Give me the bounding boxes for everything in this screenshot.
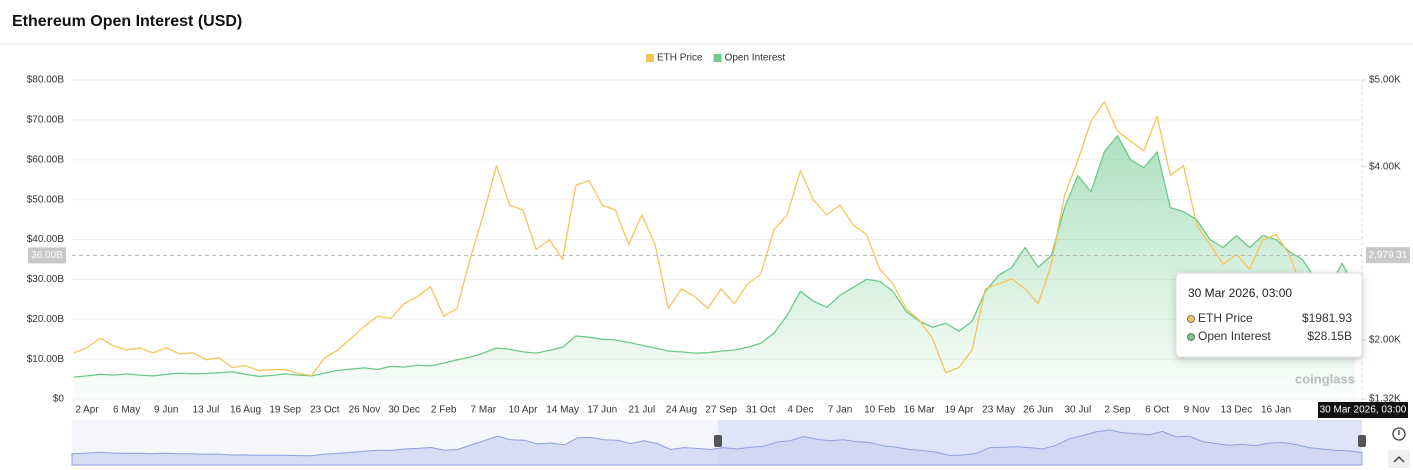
x-tick-label: 16 Jan	[1261, 405, 1291, 416]
x-tick-label: 9 Jun	[154, 405, 178, 416]
x-tick-label: 26 Nov	[349, 405, 381, 416]
crosshair-label-bg	[1366, 247, 1410, 264]
y-tick-label: $60.00B	[27, 154, 65, 165]
x-tick-label: 23 Oct	[310, 405, 340, 416]
y-tick-label: $40.00B	[27, 234, 65, 245]
x-tick-label: 13 Jul	[193, 405, 220, 416]
x-tick-label: 2 Apr	[75, 405, 99, 416]
x-tick-label: 2 Feb	[431, 405, 457, 416]
x-tick-label: 9 Nov	[1184, 405, 1210, 416]
x-tick-label: 4 Dec	[787, 405, 813, 416]
tooltip-item-value: $1981.93	[1302, 311, 1352, 325]
tooltip-marker	[1187, 315, 1195, 323]
y-tick-label: $70.00B	[27, 115, 65, 126]
y2-tick-label: $5.00K	[1369, 75, 1401, 86]
x-tick-label: 21 Jul	[629, 405, 656, 416]
y-tick-label: $10.00B	[27, 354, 65, 365]
y-tick-label: $80.00B	[27, 75, 65, 86]
x-tick-label: 7 Jan	[828, 405, 852, 416]
x-tick-label: 30 Dec	[388, 405, 420, 416]
x-tick-label: 24 Aug	[666, 405, 697, 416]
x-tick-label: 10 Apr	[509, 405, 539, 416]
y-tick-label: $50.00B	[27, 194, 65, 205]
tooltip-item-value: $28.15B	[1307, 329, 1352, 343]
x-tick-label: 19 Sep	[269, 405, 301, 416]
line	[73, 135, 1356, 378]
tooltip-item-name: Open Interest	[1198, 329, 1271, 343]
tooltip-marker	[1187, 333, 1195, 341]
crosshair-y-label: 36.00B	[31, 250, 63, 261]
y2-tick-label: $2.00K	[1369, 335, 1401, 346]
chart-title: Ethereum Open Interest (USD)	[12, 13, 242, 30]
x-tick-label: 31 Oct	[746, 405, 776, 416]
area	[73, 135, 1356, 400]
legend-swatch	[713, 54, 722, 62]
x-crosshair-label-bg	[1318, 402, 1408, 418]
x-tick-label: 14 May	[546, 405, 579, 416]
tooltip-item-name: ETH Price	[1198, 311, 1253, 325]
x-tick-label: 7 Mar	[471, 405, 497, 416]
x-tick-label: 19 Apr	[944, 405, 974, 416]
tooltip-title: 30 Mar 2026, 03:00	[1188, 286, 1292, 300]
y2-tick-label: $4.00K	[1369, 161, 1401, 172]
x-tick-label: 13 Dec	[1221, 405, 1253, 416]
navigator-area	[71, 429, 1363, 466]
tooltip-box	[1175, 272, 1363, 358]
crosshair-y2-label: 2,979.31	[1369, 250, 1408, 261]
y-tick-label: $30.00B	[27, 274, 65, 285]
chevron-icon	[1393, 455, 1405, 463]
x-tick-label: 2 Sep	[1104, 405, 1131, 416]
legend-swatch	[646, 54, 654, 62]
icons[interactable]	[1388, 427, 1410, 468]
x-tick-label: 17 Jun	[587, 405, 617, 416]
x-tick-label: 26 Jun	[1023, 405, 1053, 416]
tooltip: 30 Mar 2026, 03:00 ETH Price $1981.93 Open…	[1175, 272, 1363, 358]
collapse-button[interactable]	[1388, 450, 1410, 468]
plot-area: $0 $10.00B $20.00B $30.00B $40.00B $50.00B $60…	[27, 53, 1410, 416]
clock-icon[interactable]	[1392, 427, 1406, 441]
y-tick-label: $0	[53, 394, 65, 405]
x-tick-label: 27 Sep	[705, 405, 737, 416]
x-tick-label: 16 Mar	[904, 405, 936, 416]
x-tick-label: 6 May	[113, 405, 140, 416]
x-tick-label: 30 Jul	[1064, 405, 1091, 416]
x-crosshair-label: 30 Mar 2026, 03:00	[1320, 405, 1407, 416]
y-tick-label: $20.00B	[27, 314, 65, 325]
x-tick-label: 16 Aug	[230, 405, 261, 416]
x-tick-label: 23 May	[982, 405, 1015, 416]
legend-label: Open Interest	[725, 53, 786, 64]
navigator-handle[interactable]	[1358, 435, 1366, 447]
line	[73, 101, 1356, 377]
crosshair-label-bg	[28, 247, 66, 264]
x-tick-label: 6 Oct	[1145, 405, 1169, 416]
y2-tick-label: $1.32K	[1369, 394, 1401, 405]
navigator-handle[interactable]	[714, 435, 722, 447]
x-tick-label: 10 Feb	[864, 405, 896, 416]
watermark: coinglass	[1295, 371, 1355, 386]
legend-label: ETH Price	[657, 53, 703, 64]
navigator[interactable]	[71, 420, 1366, 466]
